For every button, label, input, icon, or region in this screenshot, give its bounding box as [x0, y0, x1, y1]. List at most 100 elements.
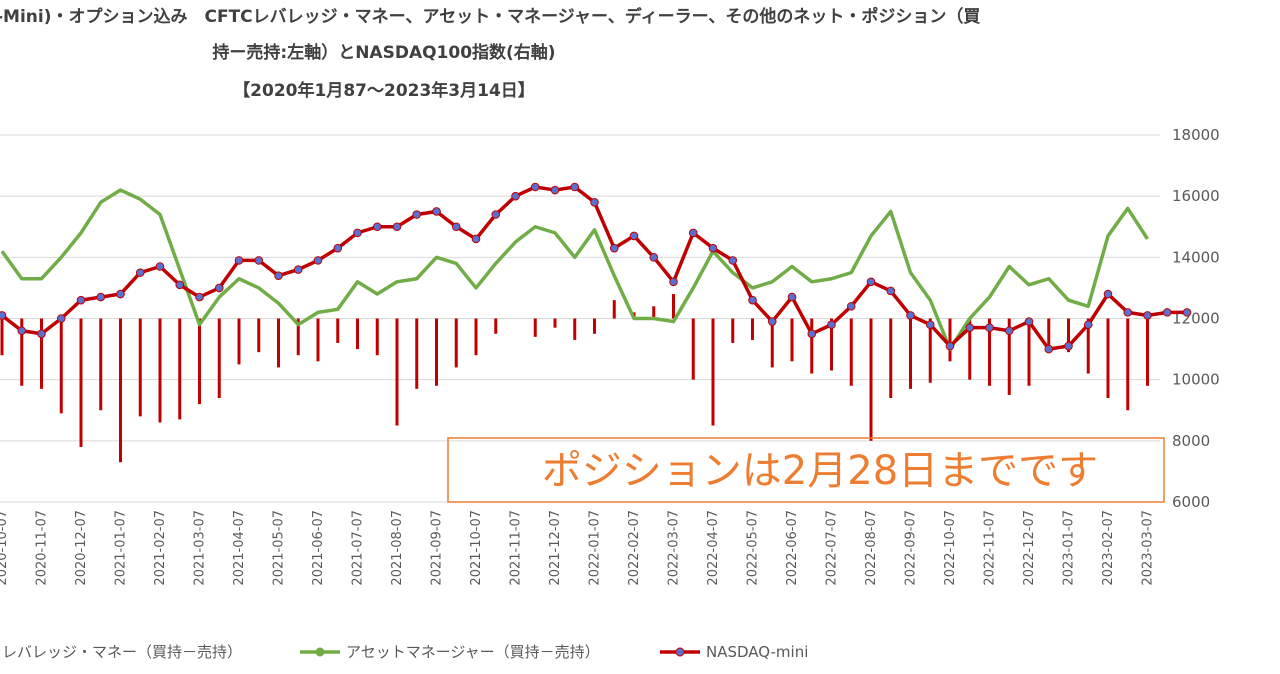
x-tick-label: 2021-10-07 [469, 510, 484, 586]
point [649, 253, 659, 262]
legend-swatch [675, 647, 685, 657]
bar [1146, 318, 1149, 386]
bar [494, 318, 498, 334]
point [629, 231, 639, 241]
point [846, 301, 856, 311]
bar [59, 318, 63, 414]
point [116, 289, 125, 299]
point [353, 228, 362, 238]
point [1004, 326, 1014, 336]
point [372, 222, 382, 232]
point [135, 268, 145, 277]
x-tick-label: 2020-10-07 [0, 510, 10, 586]
bar [968, 318, 972, 380]
point [511, 191, 520, 201]
bar [533, 318, 537, 337]
y-tick-label: 8000 [1172, 432, 1210, 450]
bar [593, 318, 596, 334]
y-tick-label: 18000 [1172, 126, 1220, 144]
y-tick-label: 14000 [1172, 248, 1220, 266]
point [0, 311, 7, 320]
point [293, 265, 303, 274]
x-tick-label: 2022-04-07 [706, 510, 721, 586]
point [37, 329, 46, 339]
bar [553, 318, 557, 328]
bar [158, 318, 162, 423]
x-tick-label: 2021-01-07 [114, 510, 129, 586]
point [1143, 311, 1152, 320]
x-tick-label: 2021-07-07 [351, 510, 366, 586]
point [708, 243, 718, 253]
point [550, 185, 560, 195]
point [965, 323, 975, 332]
x-tick-label: 2021-06-07 [311, 510, 326, 586]
bar [1047, 318, 1051, 353]
point [17, 326, 27, 336]
bar [612, 300, 616, 319]
point [1123, 308, 1133, 317]
bar [237, 318, 241, 365]
x-tick-label: 2020-12-07 [74, 510, 89, 586]
point [570, 182, 580, 192]
point [1103, 289, 1113, 299]
x-tick-label: 2023-02-07 [1101, 510, 1116, 586]
bar [711, 318, 715, 426]
point [609, 243, 619, 253]
y-tick-label: 16000 [1172, 187, 1220, 205]
x-tick-label: 2021-02-07 [153, 510, 168, 586]
x-tick-label: 2022-12-07 [1022, 510, 1037, 586]
bar [336, 318, 340, 343]
point [175, 280, 185, 290]
point [767, 317, 777, 326]
point [333, 243, 343, 253]
point [491, 210, 501, 219]
bar [909, 318, 912, 389]
point [214, 283, 224, 293]
bar [652, 306, 656, 319]
bar [454, 318, 458, 368]
x-tick-label: 2022-10-07 [943, 510, 958, 586]
point [827, 320, 836, 329]
point [1182, 308, 1192, 317]
bar [691, 318, 695, 380]
x-tick-label: 2021-04-07 [232, 510, 247, 586]
point [96, 292, 106, 302]
bar [790, 318, 794, 362]
legend-swatch [315, 647, 325, 657]
x-tick-label: 2021-11-07 [509, 510, 524, 586]
point [471, 234, 481, 244]
annotation: ポジションは2月28日までです [542, 448, 1098, 494]
legend-label: レバレッジ・マネー（買持－売持） [2, 643, 242, 661]
x-tick-label: 2021-09-07 [430, 510, 445, 586]
chart-title: 持ー売持:左軸）とNASDAQ100指数(右軸) [212, 42, 555, 63]
bar [1126, 318, 1130, 411]
bar [928, 318, 932, 383]
point [1024, 317, 1034, 326]
x-tick-label: 2022-05-07 [746, 510, 761, 586]
point [412, 210, 422, 219]
x-tick-label: 2022-08-07 [864, 510, 879, 586]
bar [1067, 318, 1070, 353]
point [807, 329, 817, 339]
point [590, 197, 599, 207]
legend-label: アセットマネージャー（買持－売持） [346, 643, 600, 661]
point [76, 295, 86, 305]
point [688, 228, 698, 238]
bar [849, 318, 853, 386]
bar [770, 318, 774, 368]
point [906, 311, 915, 320]
x-tick-label: 2022-09-07 [904, 510, 919, 586]
point [274, 271, 283, 280]
bar [889, 318, 893, 399]
point [1064, 341, 1073, 351]
point [1162, 308, 1172, 317]
x-tick-label: 2022-03-07 [667, 510, 682, 586]
bar [198, 318, 201, 405]
bar [178, 318, 182, 420]
x-tick-label: 2021-12-07 [548, 510, 563, 586]
bar [830, 318, 833, 371]
bar [20, 318, 24, 386]
bar [731, 318, 735, 343]
bar [138, 318, 142, 417]
